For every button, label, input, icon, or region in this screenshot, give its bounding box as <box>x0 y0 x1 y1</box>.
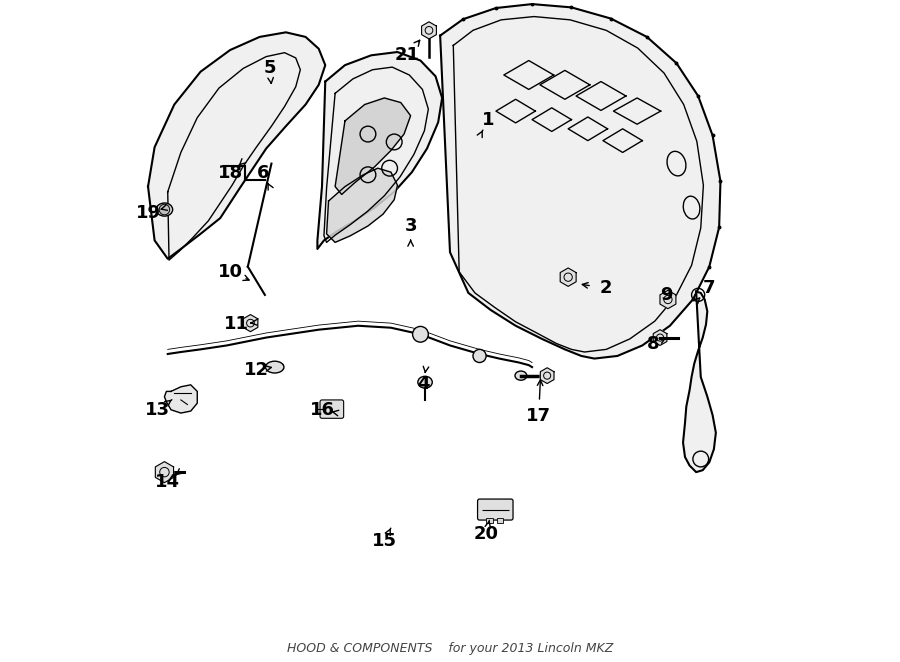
FancyBboxPatch shape <box>320 400 344 418</box>
Polygon shape <box>148 32 325 259</box>
Bar <box>486 518 492 523</box>
Polygon shape <box>560 268 576 287</box>
Text: 5: 5 <box>263 60 275 77</box>
Polygon shape <box>335 98 410 195</box>
Text: 11: 11 <box>224 315 249 334</box>
Ellipse shape <box>515 371 526 380</box>
Text: 20: 20 <box>473 526 499 544</box>
Text: 9: 9 <box>661 286 673 304</box>
Polygon shape <box>318 52 442 249</box>
Ellipse shape <box>266 361 284 373</box>
Text: 3: 3 <box>404 217 417 235</box>
Text: 10: 10 <box>218 263 243 281</box>
Text: 4: 4 <box>418 375 430 393</box>
Circle shape <box>412 326 428 342</box>
Text: 12: 12 <box>244 361 269 379</box>
Text: 2: 2 <box>600 279 613 297</box>
Polygon shape <box>327 168 398 242</box>
Text: 14: 14 <box>155 473 180 491</box>
Text: 13: 13 <box>146 401 170 419</box>
Text: 7: 7 <box>703 279 716 297</box>
Ellipse shape <box>418 376 432 388</box>
Text: 15: 15 <box>372 532 397 550</box>
Text: 16: 16 <box>310 401 335 419</box>
Text: 21: 21 <box>395 46 419 64</box>
Bar <box>497 518 503 523</box>
Ellipse shape <box>157 203 173 216</box>
Polygon shape <box>421 22 436 39</box>
Polygon shape <box>156 461 174 483</box>
Polygon shape <box>165 385 197 413</box>
Polygon shape <box>540 368 554 383</box>
Text: 18: 18 <box>218 164 243 183</box>
Text: 6: 6 <box>256 164 269 183</box>
Polygon shape <box>243 314 257 332</box>
Circle shape <box>159 205 170 214</box>
Polygon shape <box>653 330 667 346</box>
FancyBboxPatch shape <box>478 499 513 520</box>
Text: 17: 17 <box>526 407 551 426</box>
Text: HOOD & COMPONENTS    for your 2013 Lincoln MKZ: HOOD & COMPONENTS for your 2013 Lincoln … <box>287 642 613 655</box>
Text: 19: 19 <box>136 204 160 222</box>
Polygon shape <box>683 292 716 472</box>
Polygon shape <box>660 291 676 308</box>
Polygon shape <box>440 4 721 359</box>
Text: 1: 1 <box>482 111 494 128</box>
Circle shape <box>473 350 486 363</box>
Text: 8: 8 <box>647 335 660 353</box>
